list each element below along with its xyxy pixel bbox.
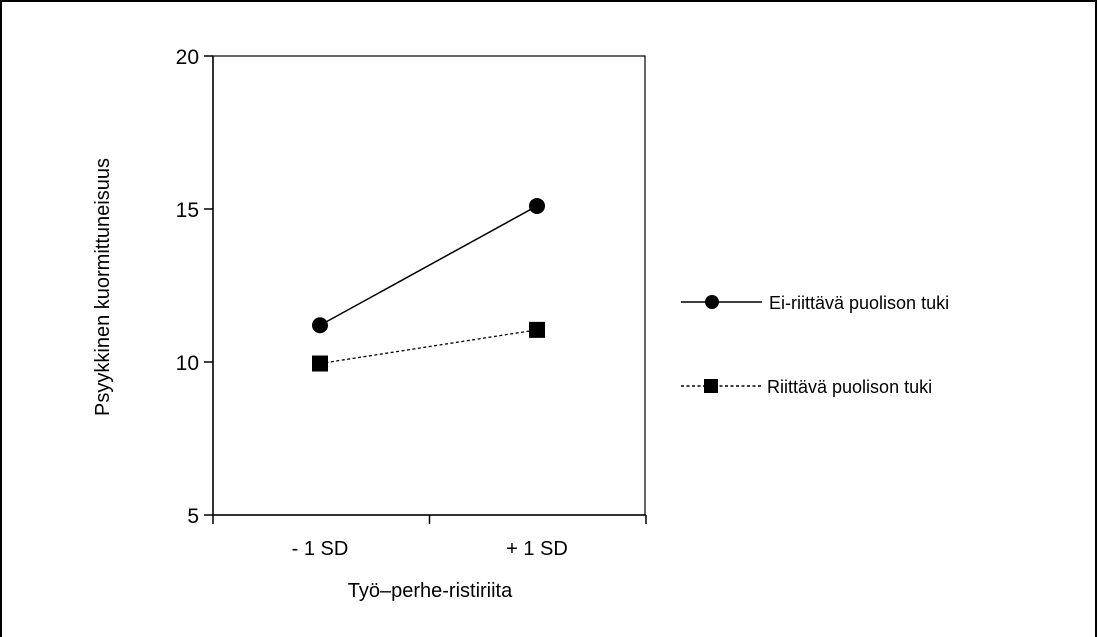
y-axis-title: Psyykkinen kuormittuneisuus: [92, 158, 114, 416]
series-line-1: [319, 205, 538, 326]
legend-label: Riittävä puolison tuki: [767, 377, 932, 397]
series-line-2: [319, 329, 538, 365]
plot-area: [212, 55, 646, 516]
data-point-circle: [312, 317, 328, 334]
y-tick-label: 20: [176, 46, 199, 69]
x-tick-label: + 1 SD: [506, 538, 568, 560]
y-axis-ticks: 5 10 15 20: [176, 46, 213, 528]
legend-marker-square: [704, 379, 718, 393]
y-tick-label: 5: [187, 505, 199, 528]
series-group: [312, 197, 545, 372]
x-axis-title: Työ–perhe-ristiriita: [348, 580, 513, 602]
data-point-circle: [529, 197, 545, 214]
data-point-square: [312, 355, 328, 372]
legend-marker-circle: [705, 295, 719, 309]
legend-label: Ei-riittävä puolison tuki: [769, 293, 949, 313]
y-tick-label: 15: [176, 199, 199, 222]
y-tick-label: 10: [176, 352, 199, 375]
legend: Ei-riittävä puolison tuki Riittävä puolis…: [681, 293, 949, 397]
data-point-square: [529, 321, 545, 338]
x-axis-ticks: - 1 SD + 1 SD: [212, 515, 647, 560]
x-tick-label: - 1 SD: [292, 538, 349, 560]
